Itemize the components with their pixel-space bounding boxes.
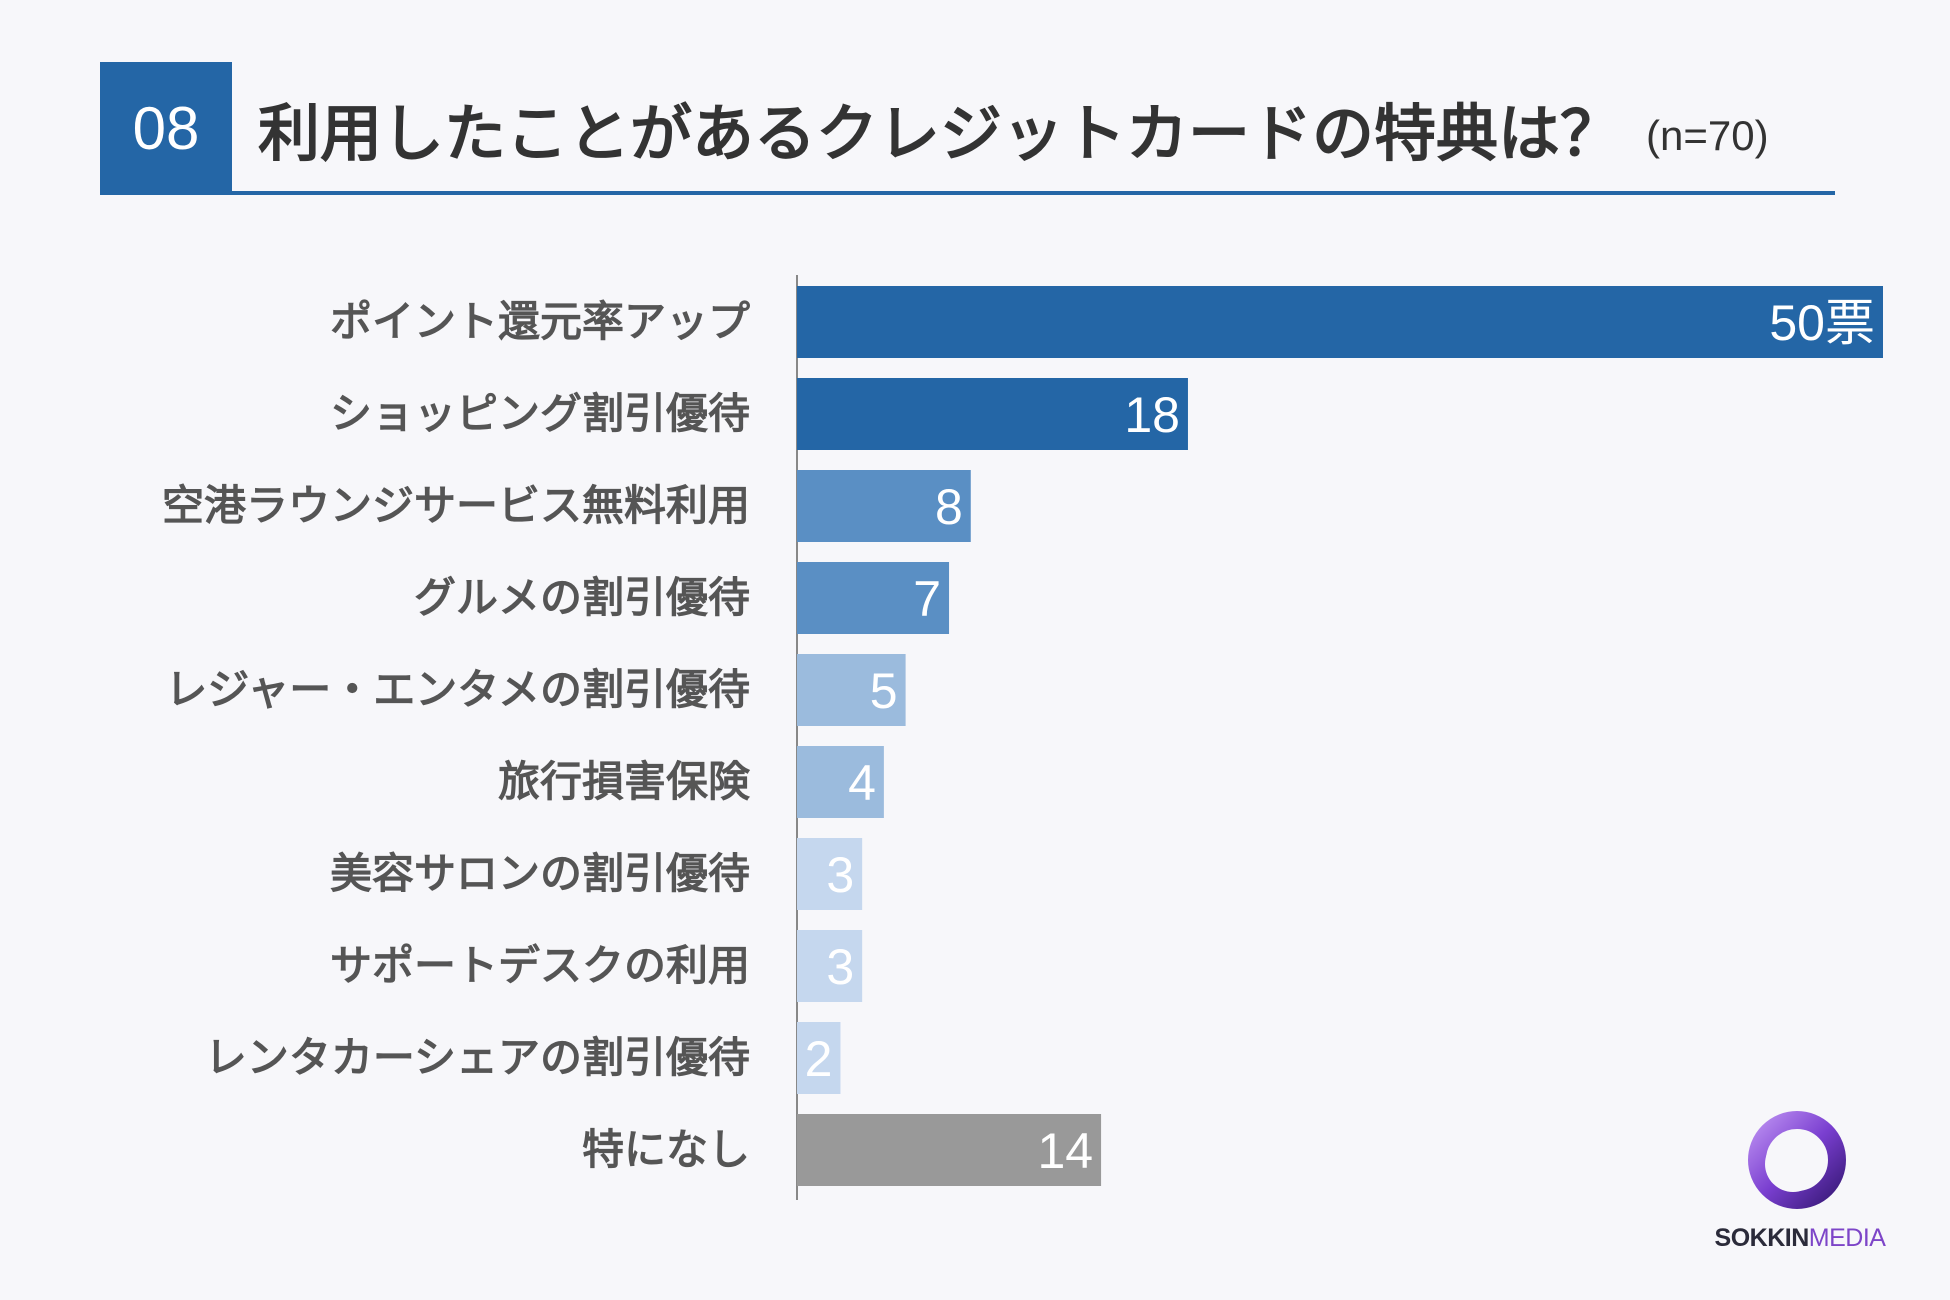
category-label: 空港ラウンジサービス無料利用 xyxy=(162,481,750,530)
bar xyxy=(797,286,1883,358)
sample-size: (n=70) xyxy=(1646,112,1769,159)
title-text: 利用したことがあるクレジットカードの特典は？ xyxy=(258,97,1623,170)
value-label: 18 xyxy=(1124,387,1180,443)
category-label: 美容サロンの割引優待 xyxy=(330,849,750,898)
value-label: 3 xyxy=(826,847,854,903)
bar xyxy=(797,1022,841,1094)
title-underline xyxy=(100,191,1835,195)
brand-logo: SOKKINMEDIA xyxy=(1690,1108,1910,1258)
value-label: 5 xyxy=(870,663,898,719)
bar xyxy=(797,470,971,542)
category-label: ポイント還元率アップ xyxy=(330,297,750,346)
value-label: 3 xyxy=(826,939,854,995)
bar xyxy=(797,1114,1102,1186)
bar xyxy=(797,378,1188,450)
bar xyxy=(797,562,950,634)
logo-text-part1: SOKKIN xyxy=(1714,1224,1810,1252)
value-label: 8 xyxy=(935,479,963,535)
page-title: 利用したことがあるクレジットカードの特典は？ (n=70) xyxy=(258,62,1769,194)
bar xyxy=(797,746,884,818)
logo-ring-icon xyxy=(1748,1111,1846,1209)
category-label: レンタカーシェアの割引優待 xyxy=(205,1033,750,1082)
question-number: 08 xyxy=(100,62,232,194)
category-label: 旅行損害保険 xyxy=(498,757,751,806)
logo-text: SOKKINMEDIA xyxy=(1690,1224,1910,1253)
logo-text-part2: MEDIA xyxy=(1808,1224,1886,1252)
category-label: グルメの割引優待 xyxy=(414,573,750,622)
value-label: 4 xyxy=(848,755,876,811)
value-label: 7 xyxy=(913,571,941,627)
bar xyxy=(797,654,906,726)
value-label: 2 xyxy=(805,1031,833,1087)
value-label: 14 xyxy=(1037,1123,1093,1179)
category-label: ショッピング割引優待 xyxy=(330,389,750,438)
category-label: サポートデスクの利用 xyxy=(330,941,750,990)
bar xyxy=(797,930,863,1002)
category-label: レジャー・エンタメの割引優待 xyxy=(165,665,750,714)
bar xyxy=(797,838,863,910)
value-label: 50票 xyxy=(1769,295,1875,351)
category-label: 特になし xyxy=(582,1125,750,1174)
